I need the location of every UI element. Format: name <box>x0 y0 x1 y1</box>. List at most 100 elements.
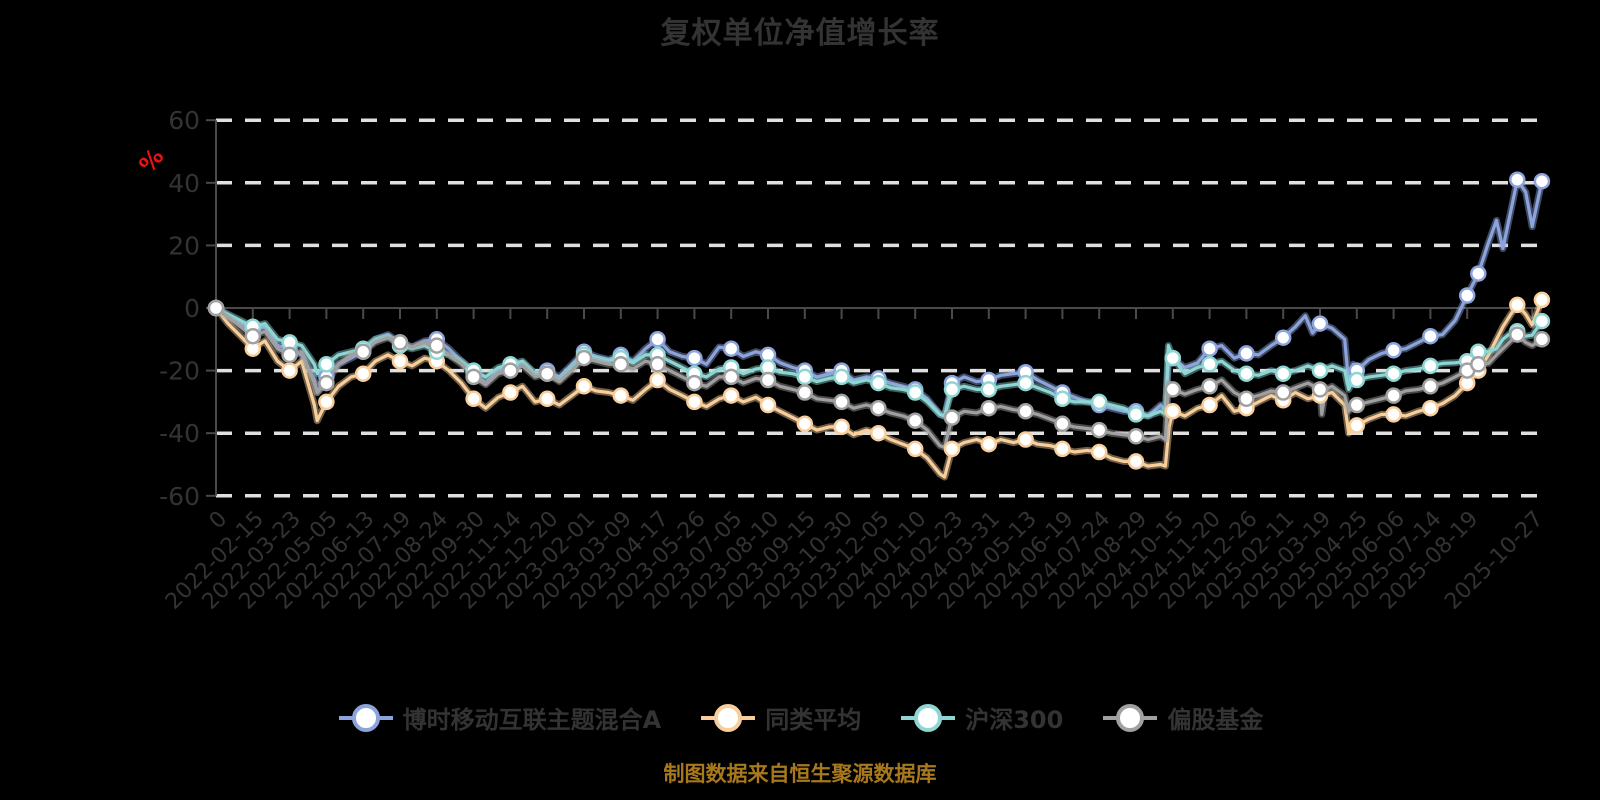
y-axis-unit-label: % <box>135 144 170 178</box>
series-marker <box>354 365 372 382</box>
series-marker <box>1164 349 1182 367</box>
series-marker <box>1470 265 1487 282</box>
series-marker <box>722 368 740 386</box>
series-marker <box>318 393 335 411</box>
legend-item-3[interactable]: 沪深300 <box>899 700 1063 735</box>
series-marker <box>943 440 961 458</box>
series-marker <box>1017 403 1034 420</box>
series-marker <box>759 396 777 414</box>
legend-marker-icon <box>338 703 393 732</box>
page-title: 复权单位净值增长率 <box>660 16 940 51</box>
y-tick-label: 60 <box>168 106 200 135</box>
series-marker <box>1348 396 1366 414</box>
series-marker <box>1274 329 1292 346</box>
series-marker <box>1090 421 1108 439</box>
series-marker <box>391 352 409 370</box>
series-marker <box>906 440 924 458</box>
series-marker <box>833 393 850 411</box>
series-marker <box>649 371 666 389</box>
series-marker <box>1164 403 1182 420</box>
series-marker <box>391 334 409 351</box>
series-marker <box>1458 287 1476 304</box>
series-marker <box>465 390 482 408</box>
series-marker <box>318 356 335 373</box>
series-marker <box>1311 315 1329 332</box>
series-marker <box>1422 357 1439 375</box>
series-marker <box>612 387 630 404</box>
series-marker <box>1127 428 1145 445</box>
series-marker <box>502 362 519 379</box>
series-marker <box>1017 431 1034 448</box>
series-marker <box>1201 356 1218 373</box>
data-source-caption: 制图数据来自恒生聚源数据库 <box>663 762 937 786</box>
series-marker <box>943 409 961 426</box>
series-marker <box>1054 390 1071 408</box>
series-marker <box>1238 365 1255 382</box>
series-marker <box>722 340 740 357</box>
series-marker <box>943 381 961 398</box>
y-tick-label: 20 <box>168 231 200 260</box>
y-tick-label: 40 <box>168 169 200 198</box>
series-marker <box>1090 393 1108 411</box>
series-marker <box>1054 440 1071 458</box>
legend-item-1[interactable]: 博时移动互联主题混合A <box>337 700 662 735</box>
y-tick-label: -20 <box>159 357 200 386</box>
series-line <box>214 306 1544 449</box>
series-marker <box>318 374 335 392</box>
series-marker <box>1509 171 1526 188</box>
y-tick-label: -60 <box>159 482 200 511</box>
legend-label: 偏股基金 <box>1167 706 1264 734</box>
series-marker <box>833 418 850 436</box>
series-marker <box>796 368 814 386</box>
series-marker <box>1054 415 1071 433</box>
series-marker <box>575 378 593 395</box>
series-marker <box>1238 390 1255 408</box>
series-marker <box>906 412 924 429</box>
legend-marker-icon <box>1103 703 1158 732</box>
series-marker <box>428 337 446 354</box>
series-marker <box>1311 381 1329 398</box>
series-marker <box>796 384 814 401</box>
y-tick-label: 0 <box>184 294 200 323</box>
chart-legend: 博时移动互联主题混合A 同类平均 沪深300 偏股基金 <box>0 700 1600 735</box>
series-marker <box>465 368 482 386</box>
series-marker <box>870 399 887 417</box>
series-marker <box>1164 381 1182 398</box>
series-marker <box>649 331 666 348</box>
series-marker <box>612 356 630 373</box>
legend-label: 博时移动互联主题混合A <box>402 706 662 734</box>
series-marker <box>1348 417 1366 434</box>
series-marker <box>1201 378 1218 395</box>
series-marker <box>1201 396 1218 414</box>
series-marker <box>906 384 924 401</box>
series-marker <box>1385 387 1402 404</box>
series-marker <box>1311 362 1329 379</box>
series-marker <box>796 415 814 433</box>
series-marker <box>833 368 850 386</box>
series-marker <box>1422 327 1439 345</box>
series-marker <box>759 371 777 389</box>
series-marker <box>1127 453 1145 470</box>
series-marker <box>1385 365 1402 382</box>
series-marker <box>1422 378 1439 395</box>
series-marker <box>1533 291 1551 309</box>
legend-marker-icon <box>901 703 956 732</box>
legend-item-2[interactable]: 同类平均 <box>699 700 861 735</box>
series-marker <box>1274 365 1292 382</box>
legend-label: 同类平均 <box>765 706 862 734</box>
series-marker <box>1348 371 1366 389</box>
series-marker <box>686 393 703 411</box>
legend-marker-icon <box>701 703 756 732</box>
legend-item-4[interactable]: 偏股基金 <box>1101 700 1263 735</box>
series-marker <box>1090 443 1108 461</box>
series-marker <box>686 349 703 367</box>
series-marker <box>1470 356 1487 373</box>
series-marker <box>1017 374 1034 392</box>
series-marker <box>281 346 298 364</box>
series-marker <box>1385 342 1402 359</box>
series-marker <box>722 387 740 404</box>
series-marker <box>870 374 887 392</box>
series-marker <box>538 390 556 408</box>
